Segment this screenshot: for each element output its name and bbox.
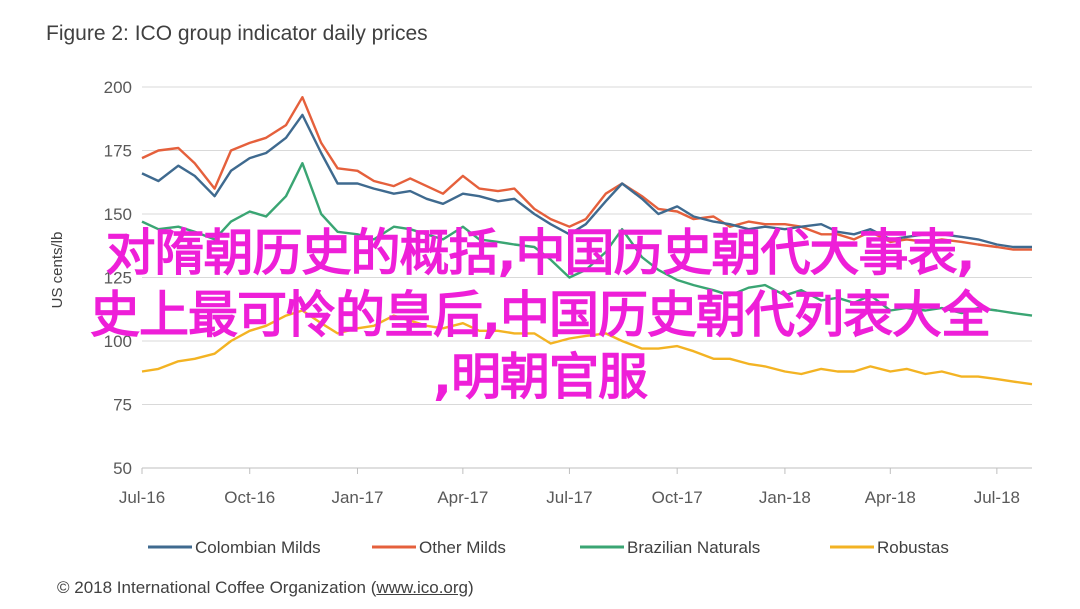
y-axis-label: US cents/lb xyxy=(49,232,66,309)
x-tick-label: Apr-18 xyxy=(865,488,916,507)
legend: Colombian Milds Other Milds Brazilian Natu… xyxy=(148,538,949,557)
x-tick-label: Jan-17 xyxy=(331,488,383,507)
watermark-overlay-text: 对隋朝历史的概括,中国历史朝代大事表, 史上最可怜的皇后,中国历史朝代列表大全 … xyxy=(0,222,1080,408)
y-tick-label: 50 xyxy=(113,459,132,478)
overlay-line-2: 史上最可怜的皇后,中国历史朝代列表大全 xyxy=(90,286,991,344)
y-tick-label: 100 xyxy=(104,332,132,351)
y-tick-label: 150 xyxy=(104,205,132,224)
legend-label: Brazilian Naturals xyxy=(627,538,760,557)
legend-label: Other Milds xyxy=(419,538,506,557)
x-tick-labels: Jul-16 Oct-16 Jan-17 Apr-17 Jul-17 Oct-17 Jan-… xyxy=(119,468,1020,507)
credit-prefix: © 2018 International Coffee Organization… xyxy=(57,578,377,597)
legend-label: Colombian Milds xyxy=(195,538,321,557)
overlay-line-1: 对隋朝历史的概括,中国历史朝代大事表, xyxy=(105,224,976,282)
credit-suffix: ) xyxy=(468,578,474,597)
series-lines xyxy=(141,95,1033,386)
y-tick-label: 75 xyxy=(113,396,132,415)
y-tick-labels: 50 75 100 125 150 175 200 xyxy=(104,78,132,478)
x-tick-label: Jul-17 xyxy=(546,488,592,507)
copyright-credit: © 2018 International Coffee Organization… xyxy=(57,578,474,598)
legend-label: Robustas xyxy=(877,538,949,557)
x-tick-label: Jan-18 xyxy=(759,488,811,507)
y-tick-label: 200 xyxy=(104,78,132,97)
ico-website-link[interactable]: www.ico.org xyxy=(376,578,468,597)
series-line xyxy=(141,95,1032,251)
chart-title: Figure 2: ICO group indicator daily pric… xyxy=(46,22,428,45)
x-tick-label: Apr-17 xyxy=(437,488,488,507)
y-tick-label: 125 xyxy=(104,269,132,288)
overlay-line-3: ,明朝官服 xyxy=(433,348,648,406)
x-tick-label: Oct-16 xyxy=(224,488,275,507)
x-tick-label: Oct-17 xyxy=(652,488,703,507)
series-line xyxy=(141,309,1033,386)
y-tick-label: 175 xyxy=(104,142,132,161)
series-line xyxy=(141,113,1032,249)
x-tick-label: Jul-16 xyxy=(119,488,165,507)
x-tick-label: Jul-18 xyxy=(974,488,1020,507)
gridlines xyxy=(142,86,1032,469)
series-line xyxy=(141,161,1033,317)
